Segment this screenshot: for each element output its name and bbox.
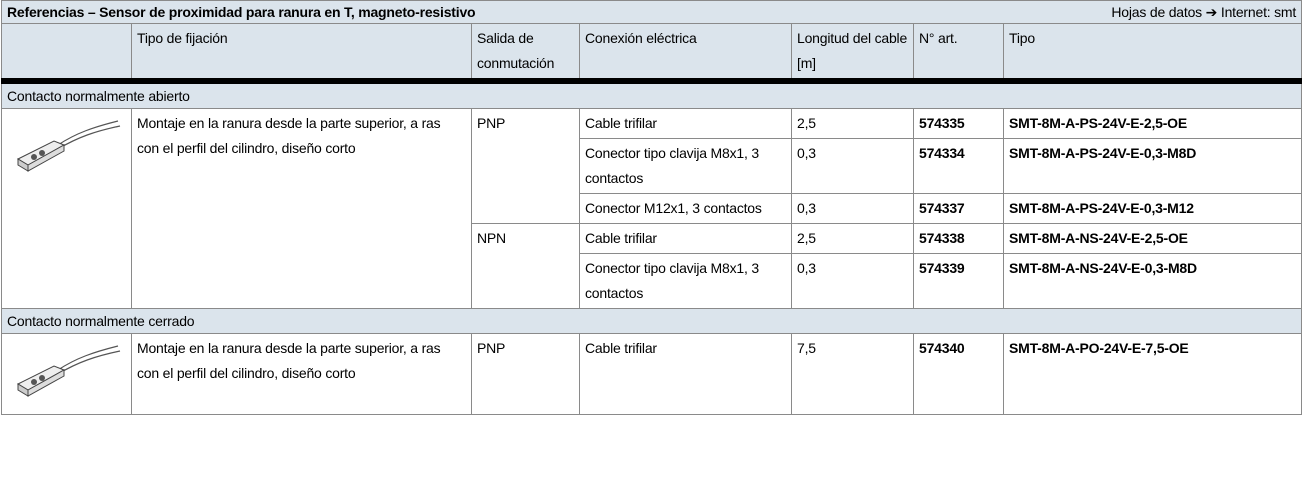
section-label: Contacto normalmente abierto [0, 80, 1303, 109]
type-code: SMT-8M-A-NS-24V-E-0,3-M8D [1002, 253, 1303, 309]
title-row: Referencias – Sensor de proximidad para … [0, 0, 1303, 24]
sensor-image [16, 120, 121, 172]
cable-length: 7,5 [791, 333, 914, 415]
column-header: Conexión eléctrica [579, 23, 792, 84]
connection: Conector tipo clavija M8x1, 3 contactos [579, 138, 792, 194]
switching-output: PNP [471, 108, 580, 224]
section-row: Contacto normalmente cerrado [0, 308, 1303, 334]
mounting: Montaje en la ranura desde la parte supe… [131, 333, 472, 415]
cable-length: 0,3 [791, 253, 914, 309]
connection: Cable trifilar [579, 333, 792, 415]
data-row: Montaje en la ranura desde la parte supe… [1, 333, 1303, 415]
part-number: 574334 [913, 138, 1004, 194]
cable-length: 2,5 [791, 108, 914, 139]
part-number: 574340 [913, 333, 1004, 415]
connection: Conector M12x1, 3 contactos [579, 193, 792, 224]
type-code: SMT-8M-A-PO-24V-E-7,5-OE [1002, 333, 1303, 415]
datasheet-note: Hojas de datos ➔ Internet: smt [1111, 4, 1297, 20]
title: Referencias – Sensor de proximidad para … [7, 4, 476, 20]
type-code: SMT-8M-A-PS-24V-E-0,3-M12 [1002, 193, 1303, 224]
part-number: 574335 [913, 108, 1004, 139]
order-table: Referencias – Sensor de proximidad para … [0, 0, 1303, 415]
table-body: Referencias – Sensor de proximidad para … [0, 0, 1303, 415]
cable-length: 2,5 [791, 223, 914, 254]
data-row: Conector M12x1, 3 contactos 0,3 574337 SMT-… [2, 193, 1303, 224]
connection: Conector tipo clavija M8x1, 3 contactos [579, 253, 792, 309]
column-header: Tipo [1002, 23, 1303, 84]
column-header-row: Tipo de fijación Salida de conmutación Con… [1, 23, 1303, 84]
part-number: 574338 [913, 223, 1004, 254]
section-row: Contacto normalmente abierto [0, 80, 1303, 109]
connection: Cable trifilar [579, 223, 792, 254]
image-cell [1, 333, 132, 415]
type-code: SMT-8M-A-NS-24V-E-2,5-OE [1002, 223, 1303, 254]
title-cell: Referencias – Sensor de proximidad para … [0, 0, 1303, 24]
column-header: Salida de conmutación [471, 23, 580, 84]
data-row: Conector tipo clavija M8x1, 3 contactos 0… [2, 253, 1303, 309]
part-number: 574339 [913, 253, 1004, 309]
switching-output: PNP [471, 333, 580, 415]
data-row: Conector tipo clavija M8x1, 3 contactos 0… [2, 138, 1303, 194]
switching-output: NPN [471, 223, 580, 309]
column-header: Longitud del cable [m] [791, 23, 914, 84]
sensor-image [16, 345, 121, 397]
connection: Cable trifilar [579, 108, 792, 139]
part-number: 574337 [913, 193, 1004, 224]
column-header: N° art. [913, 23, 1004, 84]
column-header: Tipo de fijación [131, 23, 472, 84]
cable-length: 0,3 [791, 193, 914, 224]
table-wrap: Referencias – Sensor de proximidad para … [0, 0, 1303, 415]
type-code: SMT-8M-A-PS-24V-E-0,3-M8D [1002, 138, 1303, 194]
type-code: SMT-8M-A-PS-24V-E-2,5-OE [1002, 108, 1303, 139]
mounting: Montaje en la ranura desde la parte supe… [131, 108, 472, 309]
image-cell [1, 108, 132, 309]
cable-length: 0,3 [791, 138, 914, 194]
data-row: Montaje en la ranura desde la parte supe… [1, 108, 1303, 309]
header-cell [1, 23, 132, 84]
section-label: Contacto normalmente cerrado [0, 308, 1303, 334]
